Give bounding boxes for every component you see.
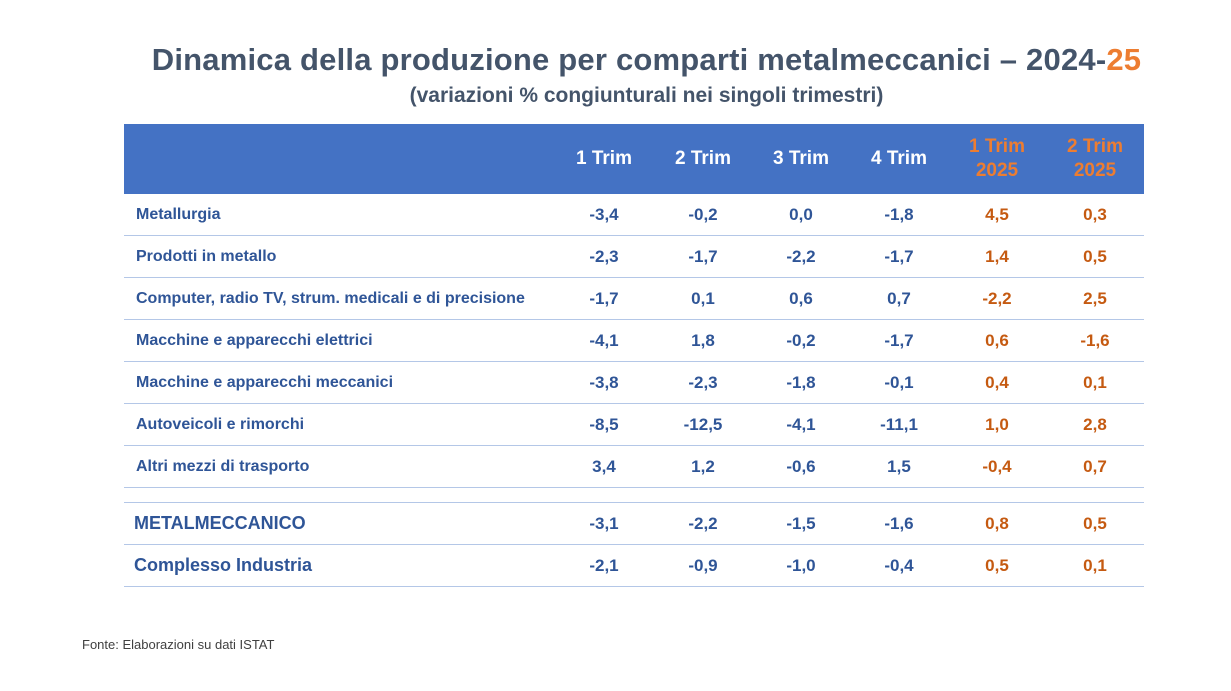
cell-value: -2,1 xyxy=(554,544,654,587)
cell-value: 0,7 xyxy=(1046,445,1144,488)
spacer-cell xyxy=(752,487,850,503)
cell-value: -1,7 xyxy=(850,235,948,278)
header-col-3: 3 Trim xyxy=(773,148,829,169)
header-col-5: 1 Trim 2025 xyxy=(948,124,1046,194)
cell-value: 0,5 xyxy=(1046,502,1144,545)
cell-value: 0,5 xyxy=(948,544,1046,587)
cell-value: 4,5 xyxy=(948,194,1046,236)
cell-value: -4,1 xyxy=(752,403,850,446)
cell-value: -0,1 xyxy=(850,361,948,404)
row-label: Metallurgia xyxy=(124,194,554,236)
header-col-6: 2 Trim 2025 xyxy=(1046,124,1144,194)
cell-value: 0,5 xyxy=(1046,235,1144,278)
row-label: METALMECCANICO xyxy=(124,502,554,545)
cell-value: 1,4 xyxy=(948,235,1046,278)
spacer-row xyxy=(124,487,1144,503)
table-row: METALMECCANICO -3,1 -2,2 -1,5 -1,6 0,8 0,5 xyxy=(124,502,1144,545)
page-subtitle: (variazioni % congiunturali nei singoli … xyxy=(409,84,884,107)
header-col-2: 2 Trim xyxy=(675,148,731,169)
row-label: Prodotti in metallo xyxy=(124,235,554,278)
header-col-4: 4 Trim xyxy=(871,148,927,169)
cell-value: -3,1 xyxy=(554,502,654,545)
cell-value: -3,4 xyxy=(554,194,654,236)
cell-value: -0,2 xyxy=(752,319,850,362)
cell-value: -1,7 xyxy=(850,319,948,362)
title-main: Dinamica della produzione per comparti m… xyxy=(151,42,1107,77)
cell-value: -8,5 xyxy=(554,403,654,446)
page-title: Dinamica della produzione per comparti m… xyxy=(0,42,1231,78)
cell-value: -1,0 xyxy=(752,544,850,587)
cell-value: -1,6 xyxy=(850,502,948,545)
cell-value: 0,8 xyxy=(948,502,1046,545)
title-accent: 25 xyxy=(1106,42,1142,77)
table-body: Metallurgia -3,4 -0,2 0,0 -1,8 4,5 0,3 Prodotti… xyxy=(124,194,1144,587)
cell-value: 0,0 xyxy=(752,194,850,236)
cell-value: 0,7 xyxy=(850,277,948,320)
cell-value: 0,6 xyxy=(752,277,850,320)
table-row: Macchine e apparecchi meccanici -3,8 -2,3-… xyxy=(124,361,1144,404)
cell-value: -2,3 xyxy=(654,361,752,404)
spacer-cell xyxy=(948,487,1046,503)
cell-value: 2,5 xyxy=(1046,277,1144,320)
row-label: Altri mezzi di trasporto xyxy=(124,445,554,488)
cell-value: 0,1 xyxy=(654,277,752,320)
table-row: Complesso Industria -2,1 -0,9 -1,0 -0,4 0,5 0,… xyxy=(124,544,1144,587)
row-label: Complesso Industria xyxy=(124,544,554,587)
row-label: Autoveicoli e rimorchi xyxy=(124,403,554,446)
cell-value: 3,4 xyxy=(554,445,654,488)
production-table: 1 Trim 2 Trim 3 Trim 4 Trim 1 Trim 2025 … xyxy=(124,124,1144,587)
cell-value: 0,6 xyxy=(948,319,1046,362)
cell-value: -0,4 xyxy=(948,445,1046,488)
cell-value: -0,2 xyxy=(654,194,752,236)
table-row: Computer, radio TV, strum. medicali e di… xyxy=(124,277,1144,320)
table-row: Prodotti in metallo -2,3 -1,7 -2,2 -1,7 1,4 0,… xyxy=(124,235,1144,278)
cell-value: 0,4 xyxy=(948,361,1046,404)
table-row: Macchine e apparecchi elettrici -4,1 1,8 -0… xyxy=(124,319,1144,362)
cell-value: -4,1 xyxy=(554,319,654,362)
cell-value: -1,6 xyxy=(1046,319,1144,362)
cell-value: 0,1 xyxy=(1046,544,1144,587)
table-row: Autoveicoli e rimorchi -8,5 -12,5 -4,1 -11,1… xyxy=(124,403,1144,446)
cell-value: -2,2 xyxy=(948,277,1046,320)
cell-value: -2,2 xyxy=(752,235,850,278)
cell-value: 1,8 xyxy=(654,319,752,362)
header-col-5-text: 1 Trim 2025 xyxy=(969,136,1025,181)
cell-value: -12,5 xyxy=(654,403,752,446)
cell-value: -0,9 xyxy=(654,544,752,587)
cell-value: -3,8 xyxy=(554,361,654,404)
row-label: Macchine e apparecchi meccanici xyxy=(124,361,554,404)
cell-value: -1,5 xyxy=(752,502,850,545)
cell-value: -11,1 xyxy=(850,403,948,446)
header-col-1: 1 Trim xyxy=(576,148,632,169)
cell-value: -1,7 xyxy=(554,277,654,320)
cell-value: -1,8 xyxy=(752,361,850,404)
spacer-cell xyxy=(124,487,554,503)
cell-value: -2,2 xyxy=(654,502,752,545)
row-label: Macchine e apparecchi elettrici xyxy=(124,319,554,362)
spacer-cell xyxy=(654,487,752,503)
spacer-cell xyxy=(554,487,654,503)
header-label-cell xyxy=(124,124,554,194)
table-row: Altri mezzi di trasporto 3,4 1,2 -0,6 1,5 -0,… xyxy=(124,445,1144,488)
cell-value: 0,1 xyxy=(1046,361,1144,404)
source-note: Fonte: Elaborazioni su dati ISTAT xyxy=(82,637,275,652)
cell-value: 1,2 xyxy=(654,445,752,488)
cell-value: -0,4 xyxy=(850,544,948,587)
header-col-6-text: 2 Trim 2025 xyxy=(1067,136,1123,181)
cell-value: 1,5 xyxy=(850,445,948,488)
row-label: Computer, radio TV, strum. medicali e di… xyxy=(124,277,554,320)
cell-value: 2,8 xyxy=(1046,403,1144,446)
cell-value: 1,0 xyxy=(948,403,1046,446)
cell-value: 0,3 xyxy=(1046,194,1144,236)
cell-value: -2,3 xyxy=(554,235,654,278)
cell-value: -1,8 xyxy=(850,194,948,236)
cell-value: -1,7 xyxy=(654,235,752,278)
cell-value: -0,6 xyxy=(752,445,850,488)
spacer-cell xyxy=(1046,487,1144,503)
table-header-row: 1 Trim 2 Trim 3 Trim 4 Trim 1 Trim 2025 … xyxy=(124,124,1144,194)
table-row: Metallurgia -3,4 -0,2 0,0 -1,8 4,5 0,3 xyxy=(124,194,1144,236)
spacer-cell xyxy=(850,487,948,503)
